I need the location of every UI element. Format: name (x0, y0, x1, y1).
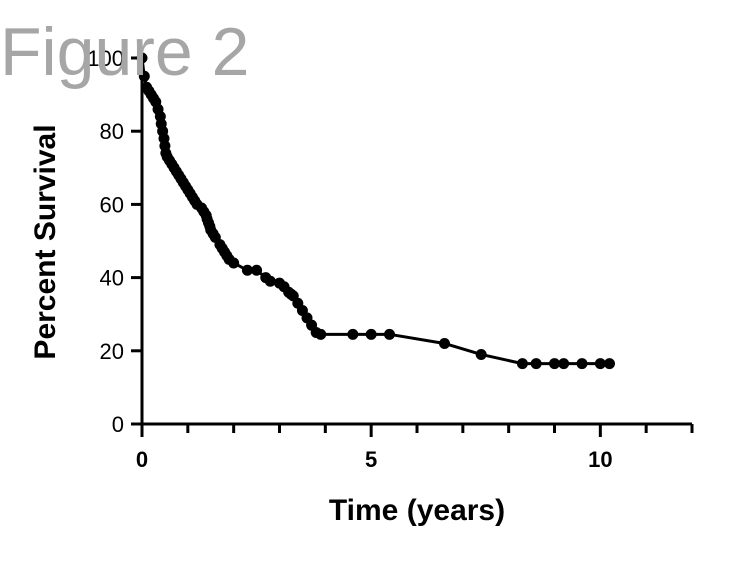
data-point (241, 264, 253, 276)
data-point (439, 337, 450, 349)
survival-line (140, 57, 610, 366)
data-point (475, 348, 487, 360)
x-tick-label: 10 (588, 447, 612, 472)
x-tick-label: 5 (365, 447, 377, 472)
y-tick-label: 60 (100, 192, 124, 217)
data-point (384, 328, 395, 340)
data-point (365, 328, 377, 340)
data-point (347, 328, 359, 340)
series-layer (136, 52, 615, 370)
y-ticks: 0 20 40 60 80 100 (87, 46, 142, 437)
data-point (530, 358, 542, 370)
x-tick-label: 0 (136, 447, 148, 472)
figure-title: Figure 2 (0, 14, 249, 90)
data-point (594, 358, 606, 370)
y-tick-label: 100 (87, 46, 124, 71)
y-tick-label: 0 (112, 412, 124, 437)
x-axis-label: Time (years) (329, 494, 505, 527)
data-point (251, 264, 263, 276)
data-point (604, 358, 615, 370)
data-point (315, 328, 327, 340)
y-tick-label: 20 (100, 339, 124, 364)
y-tick-label: 80 (100, 119, 124, 144)
data-point (516, 358, 528, 370)
y-tick-label: 40 (100, 266, 124, 291)
y-axis-label: Percent Survival (29, 124, 62, 359)
data-point (136, 52, 148, 64)
data-point (138, 70, 150, 82)
data-point (264, 275, 276, 287)
data-point (228, 257, 240, 269)
data-point (549, 358, 560, 370)
data-point (576, 358, 588, 370)
x-ticks: 0 5 10 (136, 424, 694, 472)
data-point (558, 358, 570, 370)
